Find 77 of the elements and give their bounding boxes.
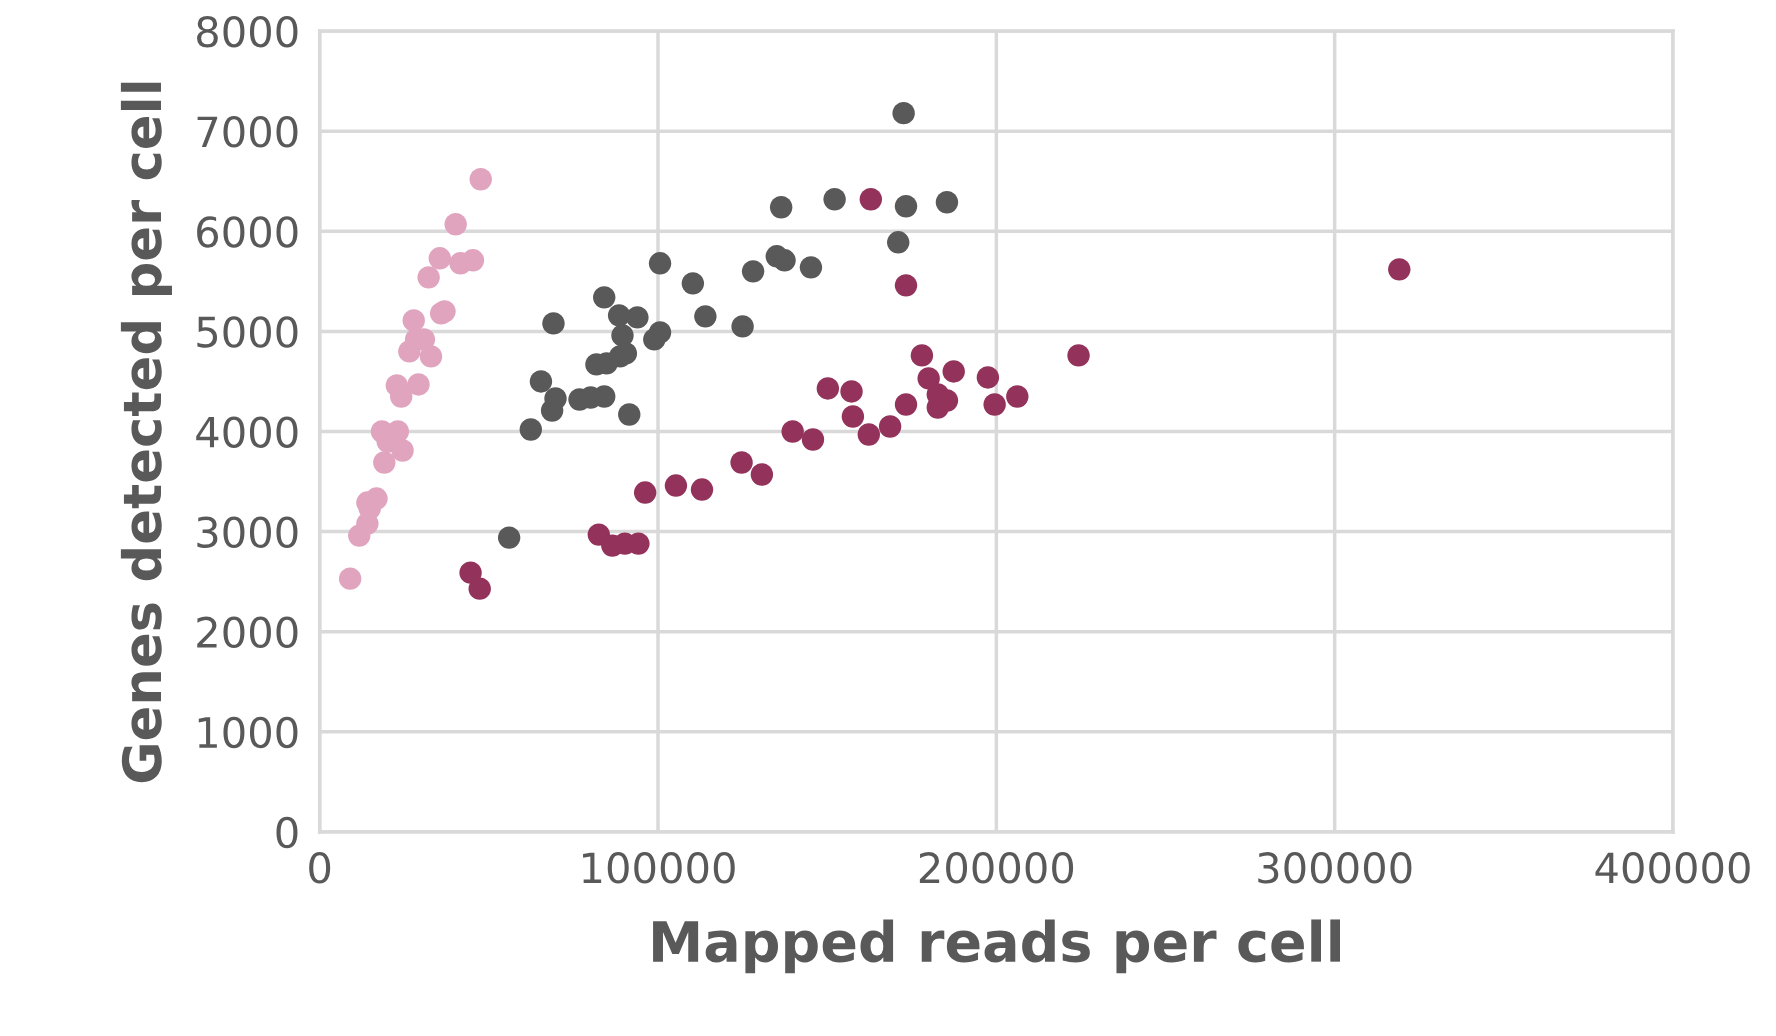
y-tick-label: 4000 (196, 416, 298, 448)
point (407, 373, 430, 396)
point (859, 188, 883, 211)
point (769, 196, 793, 219)
x-tick-label: 400000 (1595, 852, 1750, 884)
y-tick-label: 6000 (197, 216, 298, 248)
x-tick-label: 300000 (1258, 852, 1412, 884)
point (910, 344, 934, 367)
x-tick-label: 200000 (919, 852, 1074, 884)
point (593, 286, 616, 309)
point (840, 380, 863, 403)
point (338, 567, 362, 590)
point (402, 309, 425, 332)
point (750, 463, 774, 486)
y-tick-label: 0 (276, 816, 298, 849)
y-tick-label: 3000 (197, 516, 298, 549)
point (976, 366, 1000, 389)
point (626, 306, 649, 329)
point (1006, 385, 1029, 408)
point (385, 374, 409, 397)
point (461, 249, 485, 272)
point (428, 247, 451, 270)
y-tick-label: 7000 (197, 116, 298, 148)
point (694, 305, 717, 328)
point (781, 420, 804, 443)
point (730, 451, 753, 474)
y-tick-label: 1000 (198, 716, 298, 749)
y-tick-label: 8000 (197, 15, 298, 48)
point (444, 213, 467, 236)
point (391, 439, 414, 462)
point (892, 101, 915, 125)
point (887, 231, 910, 254)
point (633, 481, 657, 504)
point (878, 415, 902, 438)
point (942, 360, 965, 383)
point (741, 260, 765, 283)
point (799, 256, 823, 279)
point (690, 478, 714, 501)
point (529, 370, 553, 393)
point (614, 342, 638, 365)
point (731, 315, 754, 338)
point (841, 405, 865, 428)
point (664, 474, 688, 497)
point (519, 418, 542, 441)
point (648, 321, 672, 344)
point (894, 393, 918, 416)
point (983, 393, 1006, 416)
point (417, 266, 440, 289)
point (468, 577, 491, 600)
point (648, 252, 672, 275)
point (373, 451, 396, 474)
point (544, 387, 567, 410)
point (773, 249, 796, 272)
point (1388, 258, 1411, 281)
point (419, 345, 443, 368)
y-tick-label: 5000 (197, 316, 298, 348)
point (1067, 344, 1090, 367)
x-tick-label: 0 (309, 852, 331, 884)
point (935, 191, 959, 214)
point (681, 272, 705, 295)
point (542, 312, 565, 335)
point (894, 274, 918, 297)
point (593, 385, 616, 408)
y-axis-title: Genes detected per cell (120, 82, 172, 783)
x-axis-title: Mapped reads per cell (653, 919, 1341, 974)
point (857, 423, 880, 446)
y-tick-label: 2000 (197, 616, 298, 649)
point (894, 195, 918, 218)
point (459, 561, 482, 584)
x-tick-label: 100000 (583, 852, 735, 884)
point (823, 188, 846, 211)
point (816, 377, 840, 400)
point (497, 526, 521, 549)
point (917, 367, 940, 390)
point (469, 168, 492, 191)
point (618, 403, 641, 426)
point (801, 428, 825, 451)
